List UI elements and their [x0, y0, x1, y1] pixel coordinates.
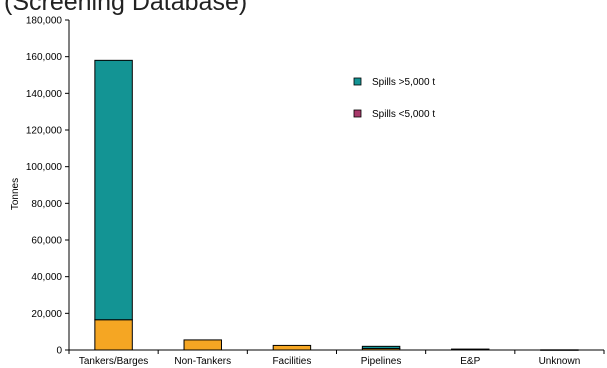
bar-segment: [183, 339, 222, 351]
legend-swatch: [353, 77, 362, 86]
y-tick-label: 60,000: [31, 236, 62, 247]
bar-segment: [94, 319, 133, 351]
bar-segment: [361, 345, 401, 350]
y-tick-label: 80,000: [31, 199, 62, 210]
y-axis: 0 20,000 40,000 60,000 80,000 100,000 120,000 1…: [26, 16, 70, 357]
x-tick-label: Pipelines: [361, 356, 402, 367]
y-tick-label: 20,000: [31, 309, 62, 320]
y-tick-label: 0: [56, 346, 62, 357]
y-tick-label: 180,000: [26, 16, 63, 27]
bars: [94, 59, 579, 351]
x-axis: Tankers/Barges Non-Tankers Facilities Pipel…: [68, 349, 605, 367]
x-tick-label: Unknown: [539, 356, 581, 367]
bar-segment: [272, 344, 312, 351]
y-axis-title: Tonnes: [10, 178, 21, 210]
x-tick-label: Facilities: [272, 356, 311, 367]
y-tick-label: 100,000: [26, 162, 63, 173]
x-tick-label: Tankers/Barges: [79, 356, 148, 367]
bar-segment: [451, 348, 490, 351]
legend: Spills >5,000 t Spills <5,000 t: [353, 77, 435, 120]
bar-segment: [540, 349, 579, 351]
x-tick-label: Non-Tankers: [174, 356, 231, 367]
legend-label: Spills <5,000 t: [372, 109, 435, 120]
y-tick-label: 40,000: [31, 272, 62, 283]
y-tick-label: 120,000: [26, 126, 63, 137]
chart-title: (Screening Database): [4, 0, 248, 16]
legend-label: Spills >5,000 t: [372, 77, 435, 88]
y-tick-label: 140,000: [26, 89, 63, 100]
y-tick-label: 160,000: [26, 52, 63, 63]
x-tick-label: E&P: [460, 356, 480, 367]
legend-swatch: [353, 109, 362, 118]
bar-segment: [94, 59, 133, 321]
